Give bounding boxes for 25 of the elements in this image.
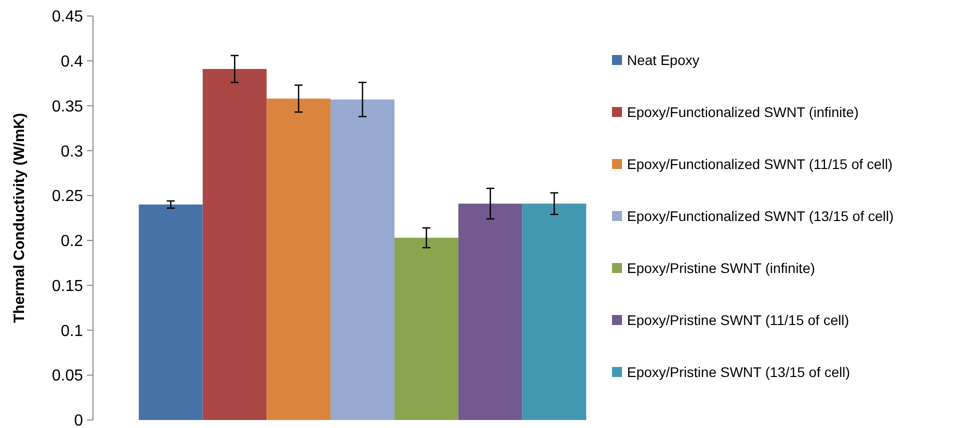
- bar: [138, 204, 203, 420]
- bar: [522, 204, 586, 420]
- bar: [202, 68, 267, 420]
- bar: [394, 238, 458, 420]
- bar: [266, 98, 331, 420]
- legend-label: Epoxy/Functionalized SWNT (13/15 of cell): [627, 208, 894, 224]
- y-tick-label: 0.4: [60, 53, 84, 70]
- y-tick-label: 0.25: [52, 188, 84, 206]
- y-tick-label: 0.45: [52, 8, 84, 26]
- y-tick-label: 0.35: [52, 98, 84, 116]
- y-axis-title: Thermal Conductivity (W/mK): [11, 112, 28, 324]
- bar: [458, 204, 522, 420]
- legend-label: Epoxy/Functionalized SWNT (infinite): [627, 104, 859, 120]
- y-tick-label: 0.15: [52, 278, 84, 295]
- y-tick-label: 0.05: [52, 368, 84, 385]
- y-tick-label: 0.2: [60, 233, 84, 250]
- legend-label: Epoxy/Pristine SWNT (11/15 of cell): [627, 312, 850, 328]
- legend-label: Epoxy/Pristine SWNT (infinite): [627, 260, 816, 276]
- legend-label: Epoxy/Pristine SWNT (13/15 of cell): [627, 364, 850, 380]
- y-tick-label: 0: [74, 412, 84, 428]
- bar: [330, 99, 394, 420]
- legend-label: Epoxy/Functionalized SWNT (11/15 of cell): [627, 156, 893, 172]
- legend-label: Neat Epoxy: [627, 52, 700, 68]
- y-tick-label: 0.1: [60, 322, 84, 340]
- y-tick-label: 0.3: [60, 143, 84, 160]
